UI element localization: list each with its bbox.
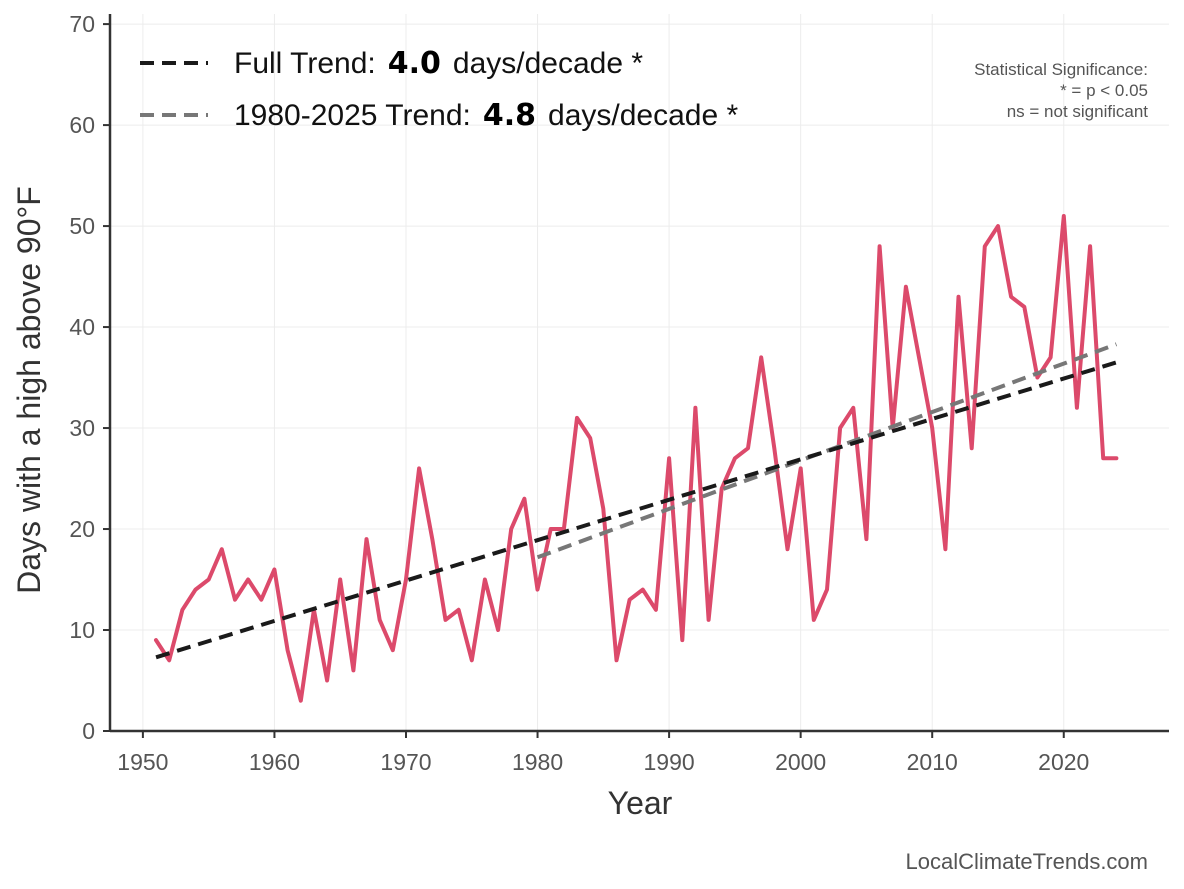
x-tick-label-1960: 1960 xyxy=(249,749,300,775)
series xyxy=(154,214,1119,703)
x-tick-label-1980: 1980 xyxy=(512,749,563,775)
significance-ns: ns = not significant xyxy=(1007,102,1149,121)
x-tick-label-2010: 2010 xyxy=(907,749,958,775)
series-line-annual-days xyxy=(154,214,1119,703)
y-tick-label-0: 0 xyxy=(82,718,95,744)
x-tick-label-2000: 2000 xyxy=(775,749,826,775)
y-tick-label-20: 20 xyxy=(69,516,95,542)
x-tick-label-1950: 1950 xyxy=(117,749,168,775)
y-tick-label-10: 10 xyxy=(69,617,95,643)
y-tick-label-50: 50 xyxy=(69,213,95,239)
legend-recent-trend-unit: days/decade * xyxy=(548,99,738,132)
legend-recent-trend-value: 4.8 xyxy=(483,98,536,133)
y-tick-label-70: 70 xyxy=(69,11,95,37)
legend: Full Trend: 4.0 days/decade * 1980-2025 … xyxy=(140,46,738,133)
legend-full-trend-value: 4.0 xyxy=(388,46,441,81)
legend-full-trend-unit: days/decade * xyxy=(453,47,643,80)
legend-label-full-trend: Full Trend: 4.0 days/decade * xyxy=(234,46,643,81)
legend-recent-trend-name: 1980-2025 Trend: xyxy=(234,99,471,132)
legend-full-trend-name: Full Trend: xyxy=(234,47,376,80)
source-credit: LocalClimateTrends.com xyxy=(906,849,1149,874)
x-tick-label-2020: 2020 xyxy=(1038,749,1089,775)
y-axis-title: Days with a high above 90°F xyxy=(11,186,47,594)
trend-line-1980-2025 xyxy=(536,342,1118,560)
axes xyxy=(108,14,1169,733)
x-tick-label-1990: 1990 xyxy=(644,749,695,775)
y-tick-label-60: 60 xyxy=(69,112,95,138)
significance-p-value: * = p < 0.05 xyxy=(1060,81,1148,100)
legend-label-recent-trend: 1980-2025 Trend: 4.8 days/decade * xyxy=(234,98,738,133)
y-tick-label-30: 30 xyxy=(69,415,95,441)
y-tick-label-40: 40 xyxy=(69,314,95,340)
grid xyxy=(110,14,1169,732)
x-tick-label-1970: 1970 xyxy=(380,749,431,775)
significance-title: Statistical Significance: xyxy=(974,60,1148,79)
significance-note: Statistical Significance: * = p < 0.05 n… xyxy=(974,60,1148,121)
x-axis-title: Year xyxy=(608,785,673,821)
ticks: 1950 1960 1970 1980 1990 2000 2010 2020 0 10 20 30 4… xyxy=(69,11,1089,775)
trend-line-full xyxy=(155,360,1117,660)
